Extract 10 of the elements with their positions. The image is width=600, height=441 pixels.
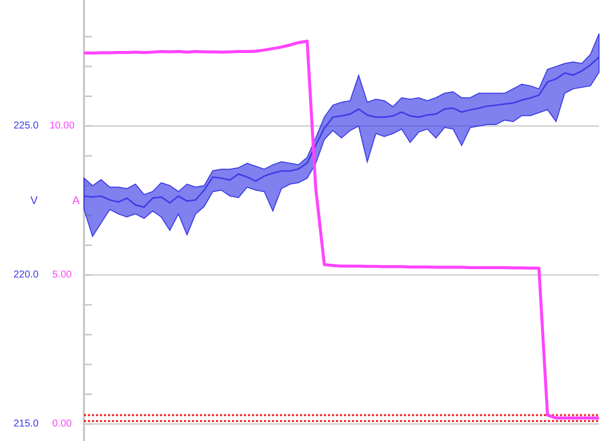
y2-tick-label: 10.00 xyxy=(49,120,75,132)
y-tick-label: 220.0 xyxy=(13,270,39,281)
y-axis-title: V xyxy=(30,194,38,207)
y2-tick-label: 5.00 xyxy=(52,270,72,281)
line-series xyxy=(83,56,600,208)
y-tick-label: 225.0 xyxy=(13,120,39,132)
line-series xyxy=(82,40,600,420)
y-tick-label: 215.0 xyxy=(13,418,39,430)
y2-axis-title: A xyxy=(72,194,80,207)
y2-tick-label: 0.00 xyxy=(52,418,72,430)
